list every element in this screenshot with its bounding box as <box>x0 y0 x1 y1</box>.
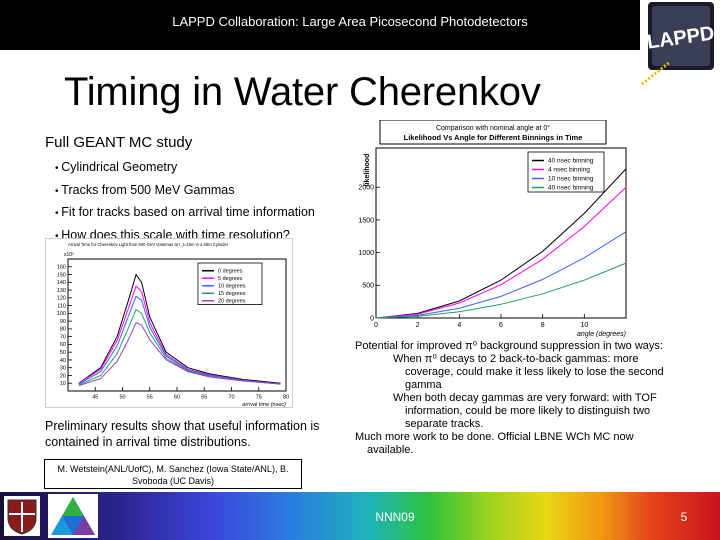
chart-title: Comparison with nominal angle at 0° <box>436 124 550 132</box>
y-tick-label: 2000 <box>358 185 374 192</box>
y-axis-label: likelihood <box>364 154 371 187</box>
right-bullet-list: Potential for improved π⁰ background sup… <box>355 340 665 457</box>
y-tick-label: 110 <box>57 303 66 309</box>
y-tick-label: 20 <box>60 373 66 379</box>
x-tick-label: 75 <box>256 395 262 401</box>
university-crest-icon <box>2 494 42 538</box>
x-tick-label: 80 <box>283 395 289 401</box>
x-tick-label: 4 <box>457 322 461 329</box>
lappd-logo-icon: LAPPD <box>641 2 716 86</box>
likelihood-chart: Comparison with nominal angle at 0°Likel… <box>358 119 627 338</box>
legend-entry: 5 degrees <box>218 276 243 282</box>
footer-bar <box>0 492 720 540</box>
right-sub-bullet-item: When both decay gammas are very forward:… <box>393 392 665 431</box>
x-axis-label: arrival time (nsec) <box>242 402 286 408</box>
y-tick-label: 60 <box>60 342 66 348</box>
y-tick-label: 0 <box>370 315 374 322</box>
series-line <box>375 262 627 319</box>
y-tick-label: 1000 <box>358 250 374 257</box>
y-tick-label: 70 <box>60 334 66 340</box>
title-box <box>379 119 607 145</box>
header-bar <box>0 0 640 50</box>
x-tick-label: 60 <box>174 395 180 401</box>
right-bullet-text: Much more work to be done. Official LBNE… <box>355 431 634 456</box>
y-tick-label: 80 <box>60 327 66 333</box>
x-tick-label: 8 <box>541 322 545 329</box>
y-tick-label: 500 <box>362 283 374 290</box>
y-tick-label: 120 <box>57 296 66 302</box>
y-tick-label: 140 <box>57 280 66 286</box>
x-tick-label: 6 <box>499 322 503 329</box>
legend-entry: 40 nsec binning <box>548 158 594 165</box>
series-line <box>78 273 281 384</box>
lab-logo-icon <box>48 494 98 538</box>
y-tick-label: 1500 <box>358 217 374 224</box>
right-bullet-item: Potential for improved π⁰ background sup… <box>355 340 665 353</box>
right-sub-bullet-text: When π⁰ decays to 2 back-to-back gammas:… <box>393 353 664 391</box>
x-tick-label: 70 <box>228 395 234 401</box>
right-sub-bullet-item: When π⁰ decays to 2 back-to-back gammas:… <box>393 353 665 392</box>
chart-title: Arrival Time for Cherenkov Light from 50… <box>68 242 229 247</box>
legend-entry: 4 nsec binning <box>548 167 590 174</box>
series-line <box>375 186 627 319</box>
bullet-list: Cylindrical Geometry Tracks from 500 MeV… <box>55 157 315 247</box>
legend-entry: 10 nsec binning <box>548 176 594 183</box>
arrival-time-chart: Arrival Time for Cherenkov Light from 50… <box>57 242 289 408</box>
arrival-time-plot: Arrival Time for Cherenkov Light from 50… <box>45 238 293 408</box>
legend-entry: 20 degrees <box>218 299 246 305</box>
right-bullet-text: Potential for improved π⁰ background sup… <box>355 340 663 352</box>
y-tick-label: 30 <box>60 366 66 372</box>
credits-box: M. Wetstein(ANL/UofC), M. Sanchez (Iowa … <box>44 459 302 489</box>
y-tick-label: 40 <box>60 358 66 364</box>
header-text: LAPPD Collaboration: Large Area Picoseco… <box>172 14 528 29</box>
y-tick-label: 150 <box>57 272 66 278</box>
bullet-item: Cylindrical Geometry <box>55 157 315 180</box>
x-tick-label: 10 <box>580 322 588 329</box>
series-line <box>78 295 281 385</box>
y-tick-label: 50 <box>60 350 66 356</box>
x-axis-label: angle (degrees) <box>577 331 626 338</box>
y-multiplier-label: x10³ <box>64 252 74 258</box>
slide-subtitle: Full GEANT MC study <box>45 134 193 151</box>
right-sub-bullet-text: When both decay gammas are very forward:… <box>393 392 657 430</box>
legend-entry: 10 degrees <box>218 284 246 290</box>
bullet-item: Fit for tracks based on arrival time inf… <box>55 202 315 225</box>
likelihood-plot: Comparison with nominal angle at 0° Likel… <box>350 119 630 340</box>
series-line <box>78 308 281 386</box>
legend-box <box>197 262 263 305</box>
series-line <box>78 285 281 385</box>
series-line <box>375 231 627 319</box>
legend-entry: 15 degrees <box>218 291 246 297</box>
x-tick-label: 55 <box>147 395 153 401</box>
y-tick-label: 100 <box>57 311 66 317</box>
y-tick-label: 160 <box>57 265 66 271</box>
y-tick-label: 90 <box>60 319 66 325</box>
footer-event: NNN09 <box>375 510 415 524</box>
x-tick-label: 2 <box>416 322 420 329</box>
legend-box <box>527 151 605 193</box>
bullet-item: Tracks from 500 MeV Gammas <box>55 180 315 203</box>
preliminary-results-text: Preliminary results show that useful inf… <box>45 419 320 449</box>
y-tick-label: 130 <box>57 288 66 294</box>
y-tick-label: 10 <box>60 381 66 387</box>
legend-entry: 40 nsec binning <box>548 185 594 192</box>
chart-subtitle: Likelihood Vs Angle for Different Binnin… <box>404 133 583 142</box>
x-tick-label: 65 <box>201 395 207 401</box>
slide-title: Timing in Water Cherenkov <box>64 70 541 114</box>
x-tick-label: 45 <box>92 395 98 401</box>
x-tick-label: 50 <box>119 395 125 401</box>
x-tick-label: 0 <box>374 322 378 329</box>
lappd-logo: LAPPD <box>640 0 720 96</box>
series-line <box>375 168 627 319</box>
page-number: 5 <box>680 510 688 524</box>
series-line <box>78 322 281 387</box>
legend-entry: 0 degrees <box>218 269 243 275</box>
right-bullet-item: Much more work to be done. Official LBNE… <box>355 431 665 457</box>
